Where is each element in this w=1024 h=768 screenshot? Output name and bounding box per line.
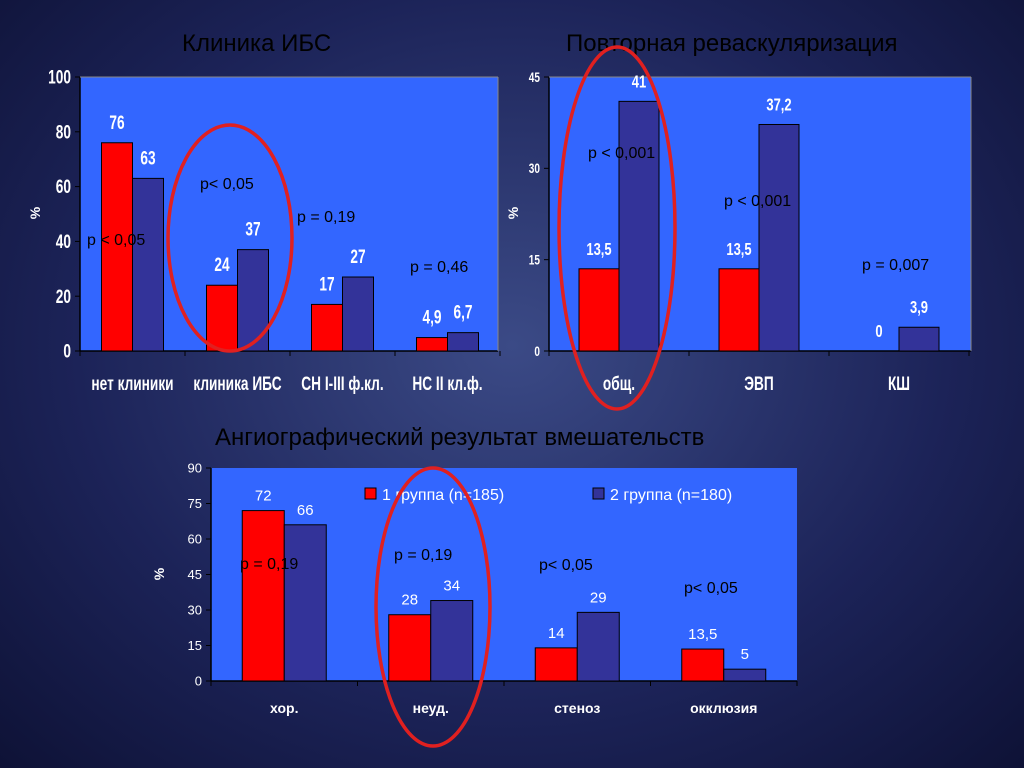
category-label: клиника ИБС — [193, 373, 281, 395]
data-label: 28 — [401, 592, 418, 609]
p-value-annotation: p < 0,001 — [588, 145, 655, 162]
y-tick-label: 45 — [188, 567, 202, 582]
data-label: 0 — [875, 322, 882, 342]
p-value-annotation: p< 0,05 — [200, 176, 254, 193]
y-tick-label: 60 — [56, 176, 71, 198]
category-label: хор. — [270, 700, 298, 716]
p-value-annotation: p < 0,001 — [724, 193, 791, 210]
bar-series2 — [237, 249, 269, 352]
y-axis-label: % — [505, 206, 521, 219]
y-tick-label: 0 — [63, 340, 71, 362]
data-label: 17 — [319, 273, 334, 295]
category-label: окклюзия — [690, 700, 757, 716]
highlight-ellipse — [374, 466, 492, 748]
data-label: 72 — [255, 488, 272, 505]
p-value-annotation: p < 0,05 — [87, 232, 145, 249]
bar-series2 — [283, 524, 327, 682]
y-axis-label: % — [151, 567, 167, 580]
category-label: СН I-III ф.кл. — [301, 373, 383, 395]
legend-label: 1 группа (n=185) — [382, 487, 504, 504]
data-label: 3,9 — [910, 298, 928, 318]
chart-1: 0 20 40 60 80 100% 76 63 нет клиники 24 37 клиника … — [27, 66, 501, 395]
data-label: 24 — [214, 254, 230, 276]
data-label: 37,2 — [766, 96, 791, 116]
data-label: 34 — [443, 578, 460, 595]
y-tick-label: 40 — [56, 231, 71, 253]
p-value-annotation: p = 0,19 — [240, 556, 298, 573]
y-tick-label: 30 — [188, 603, 202, 618]
chart3-title: Ангиографический результат вмешательств — [215, 424, 705, 451]
bar-series2 — [723, 668, 767, 682]
data-label: 27 — [350, 246, 365, 268]
p-value-annotation: p = 0,007 — [862, 257, 929, 274]
p-value-annotation: p< 0,05 — [539, 557, 593, 574]
bar-series1 — [578, 268, 620, 352]
y-tick-label: 20 — [56, 286, 71, 308]
bar-series2 — [618, 100, 660, 352]
highlight-ellipse — [166, 123, 294, 353]
data-label: 13,5 — [726, 240, 751, 260]
bar-series2 — [898, 326, 940, 352]
y-tick-label: 15 — [188, 638, 202, 653]
data-label: 76 — [109, 112, 124, 134]
data-label: 13,5 — [688, 626, 717, 643]
bar-series1 — [241, 510, 285, 682]
category-label: неуд. — [413, 700, 449, 716]
chart-2: 0 15 30 45% 13,5 41 общ. 13,5 37,2 ЭВП 0 3,9 КШ p < 0… — [505, 69, 972, 395]
p-value-annotation: p = 0,19 — [394, 547, 452, 564]
legend-swatch — [592, 487, 605, 500]
legend-swatch — [364, 487, 377, 500]
y-tick-label: 100 — [48, 66, 71, 88]
bar-series2 — [576, 611, 620, 682]
data-label: 29 — [590, 589, 607, 606]
category-label: НС II кл.ф. — [412, 373, 482, 395]
bar-series1 — [718, 268, 760, 352]
data-label: 5 — [741, 646, 749, 663]
y-tick-label: 15 — [529, 252, 540, 268]
category-label: общ. — [603, 373, 635, 395]
data-label: 63 — [140, 147, 155, 169]
bar-series2 — [430, 600, 474, 682]
y-tick-label: 30 — [529, 161, 540, 177]
chart1-title: Клиника ИБС — [182, 30, 332, 57]
y-tick-label: 75 — [188, 496, 202, 511]
data-label: 6,7 — [453, 301, 472, 323]
bar-series2 — [447, 332, 479, 352]
y-tick-label: 0 — [195, 674, 202, 689]
category-label: нет клиники — [91, 373, 173, 395]
y-tick-label: 80 — [56, 121, 71, 143]
legend-label: 2 группа (n=180) — [610, 487, 732, 504]
y-tick-label: 90 — [188, 461, 202, 476]
chart-3: 0 15 30 45 60 75 90% 72 66 хор. 28 34 неуд. 14 29 стено… — [151, 461, 798, 716]
p-value-annotation: p = 0,46 — [410, 259, 468, 276]
p-value-annotation: p< 0,05 — [684, 580, 738, 597]
bar-series1 — [416, 337, 448, 352]
p-value-annotation: p = 0,19 — [297, 209, 355, 226]
data-label: 14 — [548, 625, 565, 642]
category-label: КШ — [888, 373, 910, 395]
data-label: 37 — [245, 218, 260, 240]
y-tick-label: 45 — [529, 69, 540, 85]
category-label: стеноз — [554, 700, 600, 716]
y-tick-label: 0 — [534, 343, 540, 359]
data-label: 66 — [297, 502, 314, 519]
bar-series1 — [681, 648, 725, 682]
data-label: 4,9 — [422, 306, 441, 328]
bar-series1 — [388, 614, 432, 682]
y-axis-label: % — [27, 206, 43, 219]
category-label: ЭВП — [744, 373, 773, 395]
bar-series2 — [132, 177, 164, 352]
highlight-ellipse — [557, 45, 677, 411]
bar-series1 — [206, 284, 238, 352]
chart2-title: Повторная реваскуляризация — [566, 30, 898, 57]
bar-series2 — [758, 123, 800, 352]
bar-series2 — [342, 276, 374, 352]
data-label: 13,5 — [586, 240, 611, 260]
data-label: 41 — [632, 72, 647, 92]
y-tick-label: 60 — [188, 532, 202, 547]
bar-series1 — [534, 647, 578, 682]
bar-series1 — [311, 303, 343, 352]
